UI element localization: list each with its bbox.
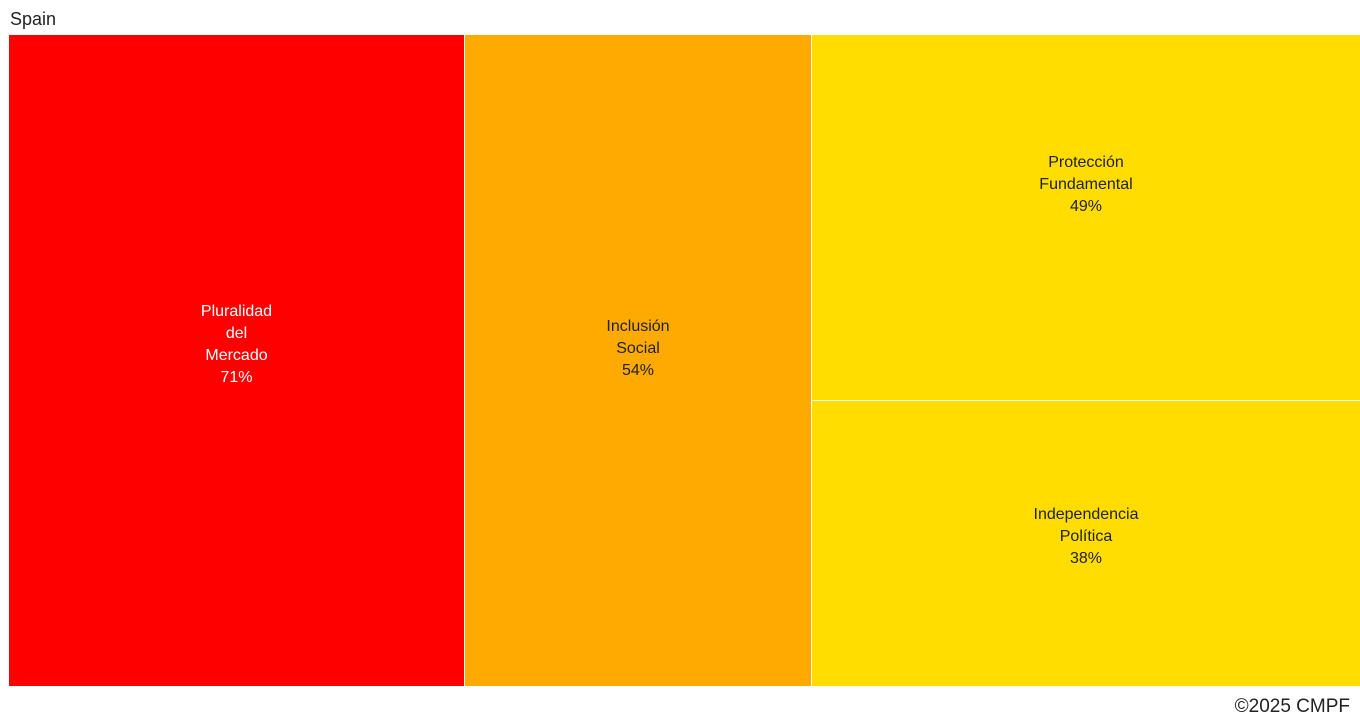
treemap-tile-independencia-politica[interactable]: Independencia Política 38% bbox=[812, 401, 1360, 686]
chart-title: Spain bbox=[10, 9, 57, 29]
tile-value-label: 38% bbox=[1069, 549, 1102, 567]
tile-value-label: 49% bbox=[1069, 197, 1102, 215]
tile-label: Protección Fundamental 49% bbox=[1039, 152, 1132, 218]
tile-value-label: 54% bbox=[621, 361, 655, 379]
tile-name-line: Protección bbox=[1048, 153, 1124, 171]
treemap-tile-proteccion-fundamental[interactable]: Protección Fundamental 49% bbox=[812, 35, 1360, 400]
tile-value-label: 71% bbox=[220, 368, 253, 386]
tile-name-line: Pluralidad bbox=[200, 302, 273, 320]
tile-name-line: Social bbox=[616, 339, 660, 357]
tile-label: Pluralidad del Mercado 71% bbox=[201, 301, 272, 389]
tile-label: Inclusión Social 54% bbox=[606, 316, 669, 382]
tile-name-line: Política bbox=[1059, 527, 1113, 545]
tile-name-line: del bbox=[225, 324, 248, 342]
tile-name-line: Fundamental bbox=[1039, 175, 1133, 193]
treemap-tile-pluralidad-del-mercado[interactable]: Pluralidad del Mercado 71% bbox=[9, 35, 464, 686]
treemap-tile-inclusion-social[interactable]: Inclusión Social 54% bbox=[465, 35, 811, 686]
tile-name-line: Inclusión bbox=[606, 317, 670, 335]
tile-name-line: Mercado bbox=[205, 346, 268, 364]
tile-label: Independencia Política 38% bbox=[1034, 504, 1139, 570]
treemap: Pluralidad del Mercado 71% Inclusión Social 54… bbox=[9, 35, 1360, 686]
copyright-notice: ©2025 CMPF bbox=[1234, 696, 1350, 717]
tile-name-line: Independencia bbox=[1033, 505, 1139, 523]
